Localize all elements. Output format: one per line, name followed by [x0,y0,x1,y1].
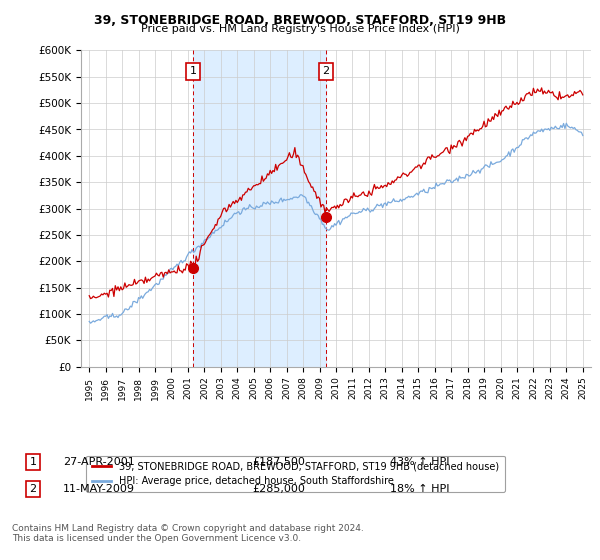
Text: Contains HM Land Registry data © Crown copyright and database right 2024.
This d: Contains HM Land Registry data © Crown c… [12,524,364,543]
Text: £187,500: £187,500 [252,457,305,467]
Text: £285,000: £285,000 [252,484,305,494]
Text: 1: 1 [29,457,37,467]
Text: 2: 2 [322,67,329,77]
Text: 11-MAY-2009: 11-MAY-2009 [63,484,135,494]
Text: 18% ↑ HPI: 18% ↑ HPI [390,484,449,494]
Text: 27-APR-2001: 27-APR-2001 [63,457,135,467]
Text: Price paid vs. HM Land Registry's House Price Index (HPI): Price paid vs. HM Land Registry's House … [140,24,460,34]
Text: 39, STONEBRIDGE ROAD, BREWOOD, STAFFORD, ST19 9HB: 39, STONEBRIDGE ROAD, BREWOOD, STAFFORD,… [94,14,506,27]
Text: 43% ↑ HPI: 43% ↑ HPI [390,457,449,467]
Bar [193,50,326,367]
Legend: 39, STONEBRIDGE ROAD, BREWOOD, STAFFORD, ST19 9HB (detached house), HPI: Average: 39, STONEBRIDGE ROAD, BREWOOD, STAFFORD,… [86,455,505,492]
Text: 1: 1 [190,67,197,77]
Text: 2: 2 [29,484,37,494]
